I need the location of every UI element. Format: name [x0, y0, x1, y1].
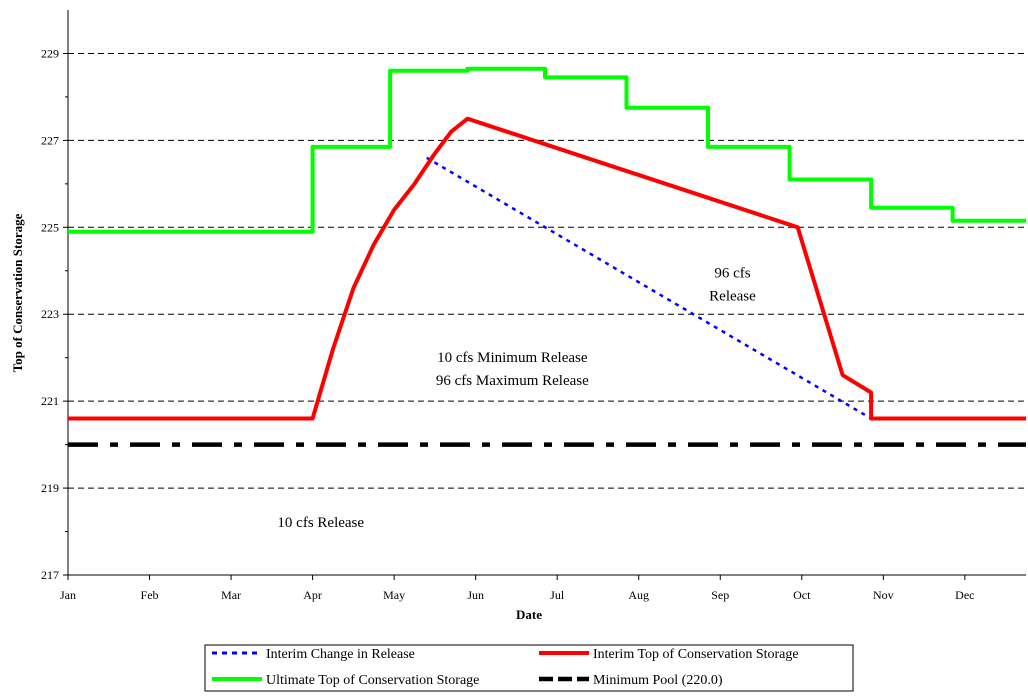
annotation-text: Release: [709, 288, 756, 304]
annotation-text: 10 cfs Minimum Release: [437, 350, 588, 366]
x-tick-label: Jan: [60, 588, 76, 602]
annotations: 96 cfs Release 10 cfs Minimum Release 96 cf…: [277, 265, 756, 531]
legend: Interim Change in Release Interim Top of …: [204, 644, 854, 692]
y-tick-label: 223: [41, 307, 59, 321]
x-tick-label: May: [383, 588, 405, 602]
x-tick-label: Jul: [550, 588, 565, 602]
y-tick-label: 219: [41, 481, 59, 495]
gridlines: [68, 52, 1026, 489]
y-tick-label: 217: [41, 568, 59, 582]
x-tick-label: Feb: [141, 588, 159, 602]
axes: [67, 10, 1026, 576]
legend-box: [204, 644, 854, 692]
legend-label: Interim Change in Release: [266, 647, 415, 662]
x-tick-label: Jun: [467, 588, 484, 602]
x-tick-label: Sep: [711, 588, 729, 602]
y-tick-label: 221: [41, 394, 59, 408]
y-tick-label: 225: [41, 220, 59, 234]
x-ticks: Jan Feb Mar Apr May Jun Jul Aug Sep Oct Nov Dec: [60, 575, 975, 602]
x-tick-label: Dec: [955, 588, 974, 602]
series-lines: [68, 66, 1026, 447]
y-ticks: 217 219 221 223 225 227 229: [41, 46, 68, 582]
x-tick-label: Aug: [628, 588, 649, 602]
legend-label: Interim Top of Conservation Storage: [593, 647, 799, 662]
x-tick-label: Nov: [873, 588, 894, 602]
annotation-text: 10 cfs Release: [277, 515, 364, 531]
legend-label: Ultimate Top of Conservation Storage: [266, 673, 479, 688]
x-axis-title: Date: [516, 607, 542, 622]
x-tick-label: Mar: [221, 588, 241, 602]
annotation-text: 96 cfs: [714, 265, 750, 281]
y-tick-label: 229: [41, 46, 59, 60]
y-axis-title: Top of Conservation Storage: [10, 213, 25, 372]
x-tick-label: Apr: [303, 588, 322, 602]
series-line: [68, 66, 1026, 234]
annotation-text: 96 cfs Maximum Release: [436, 373, 589, 389]
y-tick-label: 227: [41, 133, 59, 147]
legend-label: Minimum Pool (220.0): [593, 673, 723, 688]
series-line: [68, 116, 1026, 421]
x-tick-label: Oct: [793, 588, 811, 602]
